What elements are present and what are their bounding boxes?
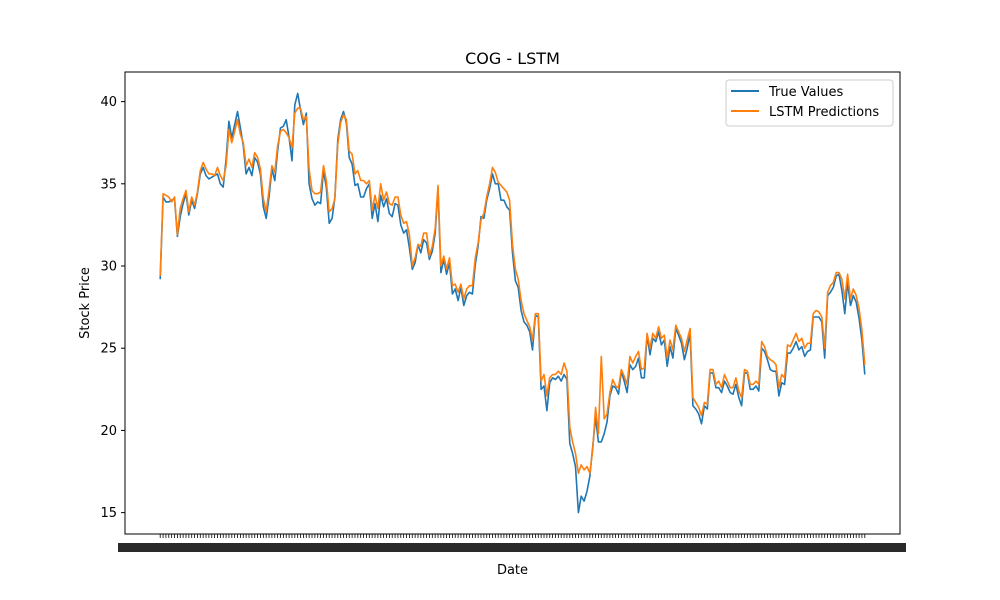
legend-box [725,79,894,127]
x-tick-labels-overlap [118,543,906,552]
plot-area [159,92,866,514]
series-line-lstm-predictions [159,107,866,474]
legend-label-lstm-predictions: LSTM Predictions [769,105,879,120]
legend: True Values LSTM Predictions [725,79,894,127]
y-tick-label: 35 [100,177,117,192]
y-tick-label: 20 [100,424,117,439]
y-tick-label: 40 [100,95,117,110]
y-tick-label: 30 [100,260,117,275]
y-axis-label: Stock Price [78,267,93,339]
y-tick-label: 25 [100,342,117,357]
chart-title: COG - LSTM [465,49,560,68]
legend-label-true-values: True Values [768,85,843,100]
y-tick-label: 15 [100,506,117,521]
y-axis: 15 20 25 30 35 40 [100,95,125,521]
x-axis-label: Date [497,563,528,578]
x-axis [118,534,906,552]
